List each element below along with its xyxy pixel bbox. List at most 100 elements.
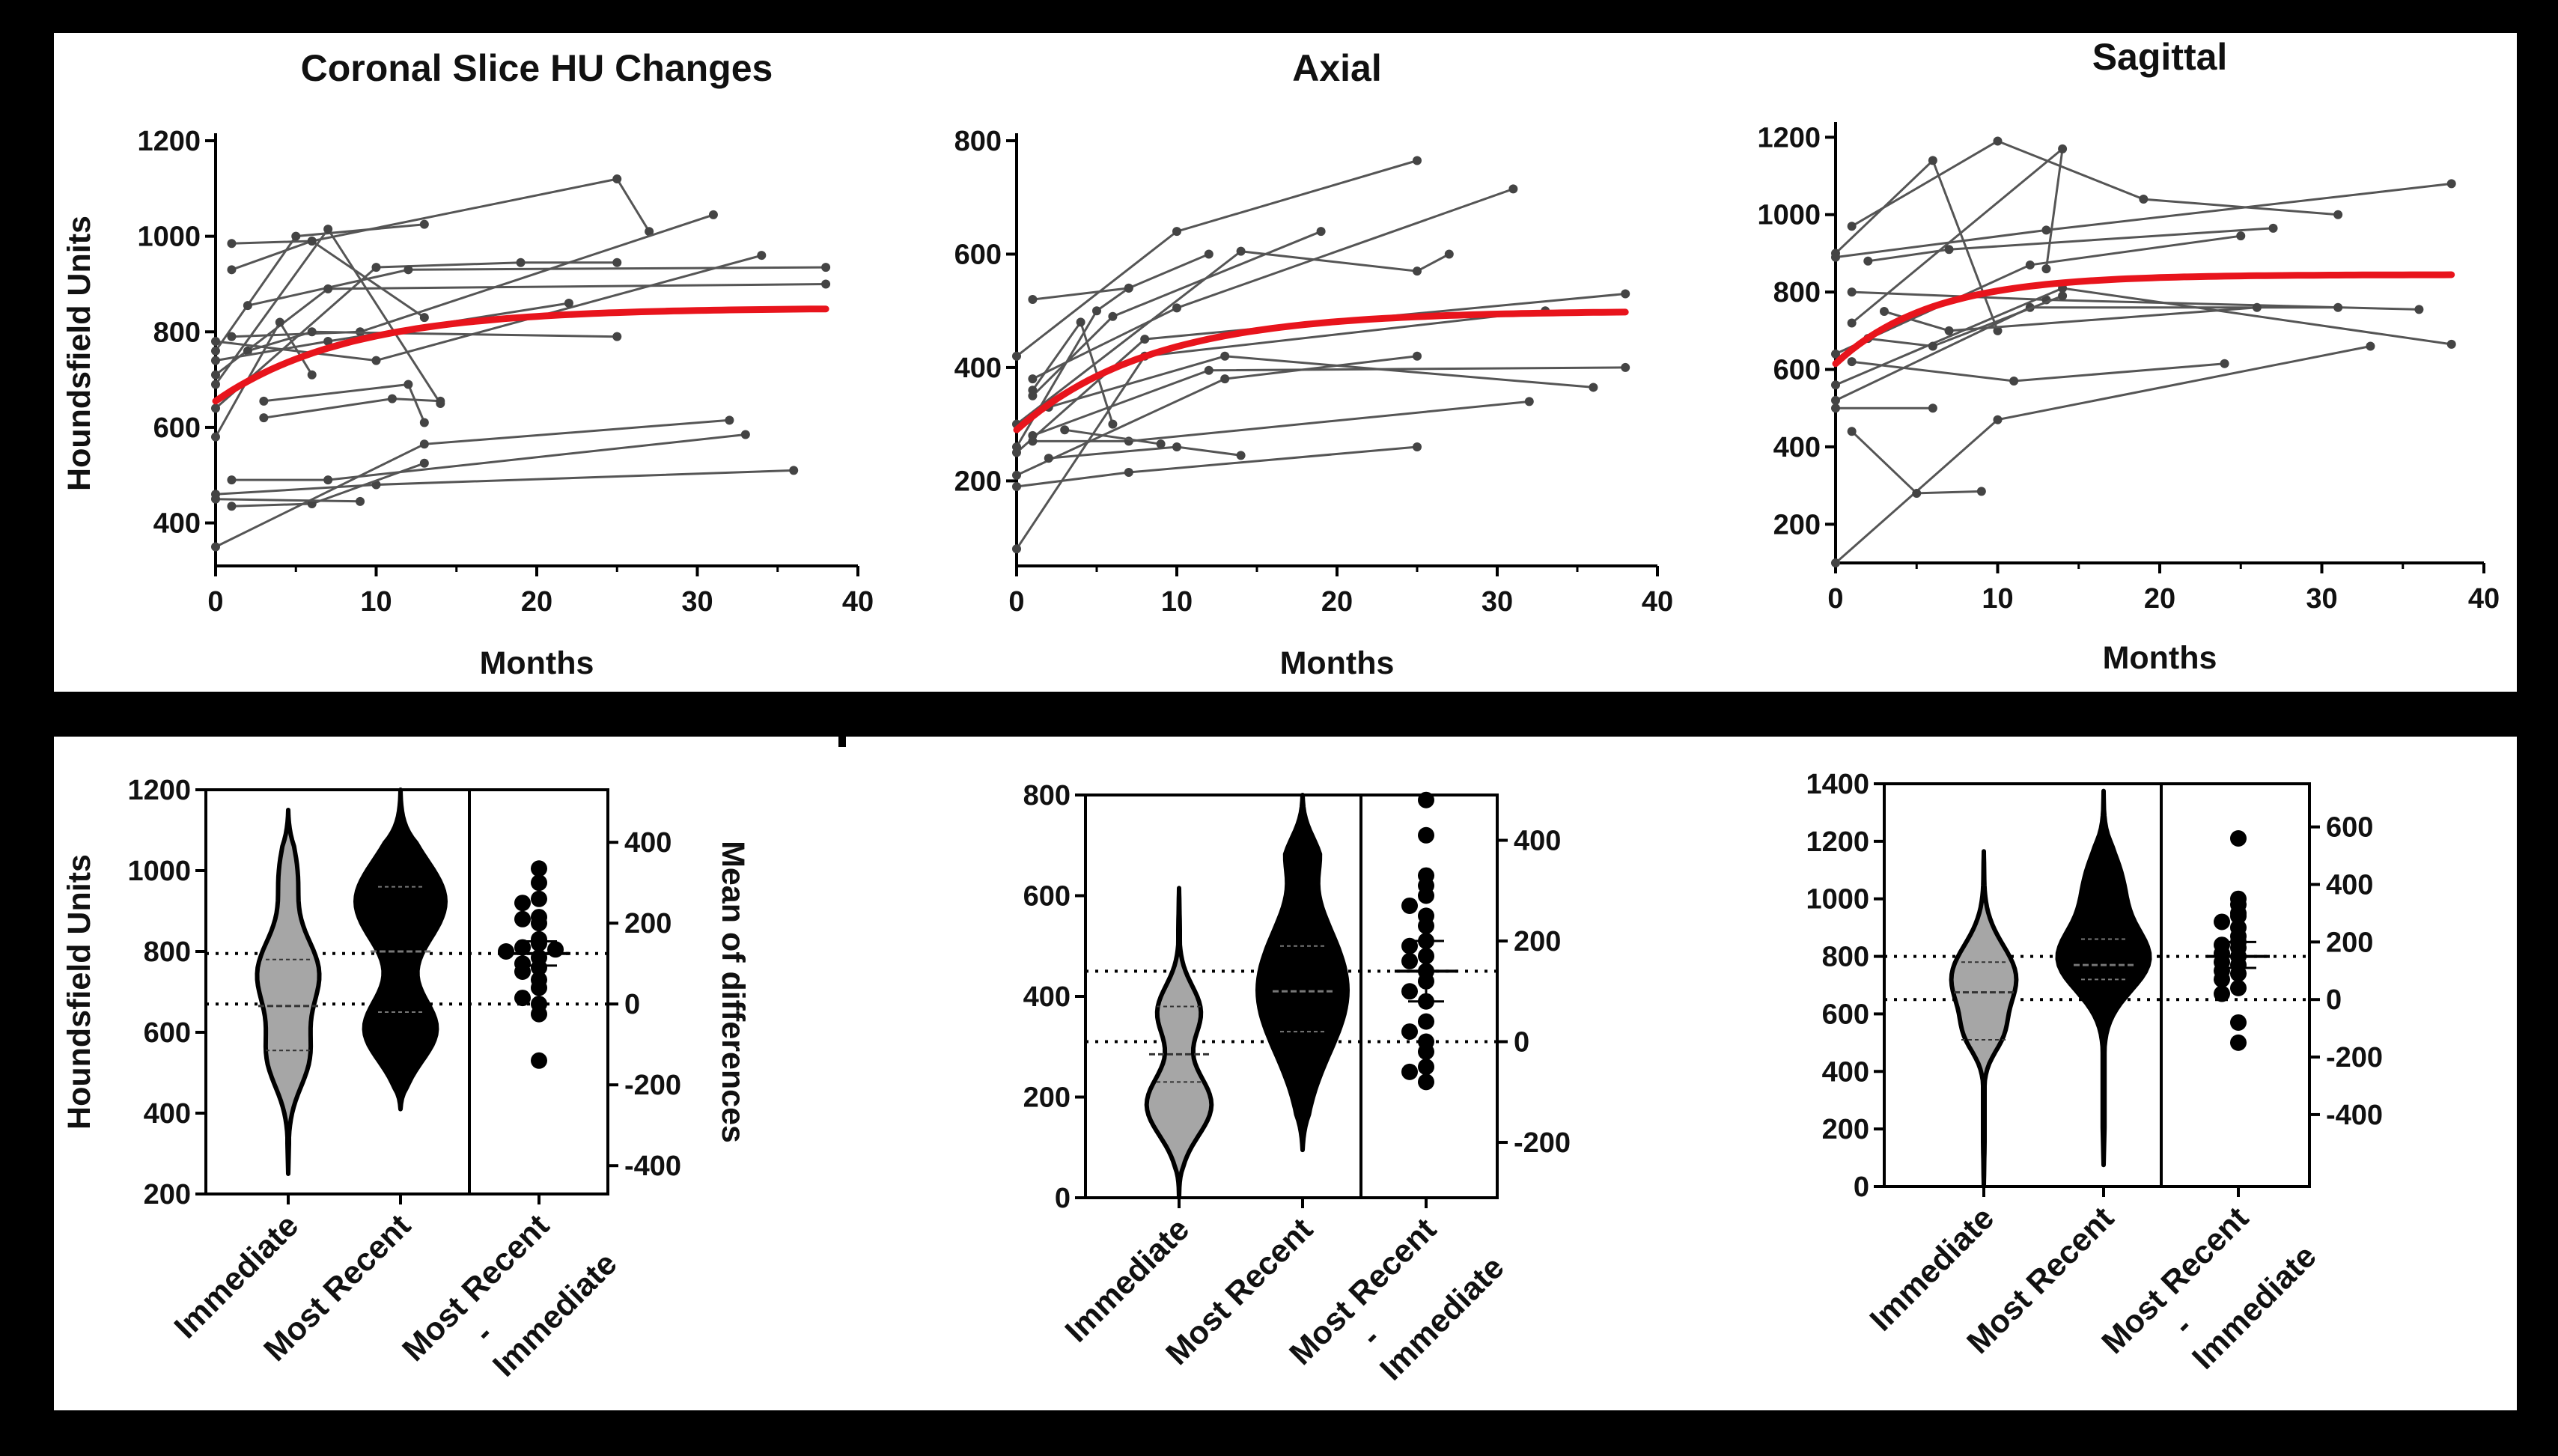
- y2-tick-label: 200: [624, 908, 672, 939]
- subject-point: [227, 502, 237, 511]
- subject-series: [1012, 246, 1454, 429]
- y-tick-label: 1200: [1757, 122, 1821, 153]
- subject-series: [259, 380, 429, 427]
- y2-tick-label: 200: [1514, 926, 1561, 957]
- subject-point: [307, 327, 317, 337]
- difference-point: [1401, 1063, 1418, 1080]
- subject-series: [1060, 425, 1166, 449]
- subject-series: [1028, 249, 1213, 305]
- subject-point: [323, 337, 333, 347]
- subject-point: [1108, 419, 1118, 429]
- subject-line: [231, 433, 746, 481]
- subject-point: [1831, 380, 1840, 390]
- y-tick-label: 1200: [127, 775, 191, 806]
- subject-point: [2058, 291, 2068, 301]
- subject-point: [1028, 374, 1038, 384]
- y-tick-label: 800: [1822, 942, 1869, 973]
- subject-point: [419, 219, 429, 229]
- subject-series: [211, 298, 573, 365]
- subject-line: [264, 397, 441, 419]
- category-label-line: Immediate: [1059, 1211, 1196, 1349]
- subject-series: [259, 394, 445, 423]
- subject-series: [227, 174, 654, 249]
- violin-most-recent: [1255, 793, 1350, 1153]
- y-tick-label: 200: [1773, 509, 1821, 540]
- subject-point: [1204, 365, 1213, 375]
- subject-point: [1172, 442, 1181, 451]
- subject-point: [821, 279, 831, 289]
- difference-point: [2230, 1034, 2247, 1051]
- subject-point: [1847, 222, 1857, 231]
- y-tick-label: 800: [954, 126, 1002, 157]
- subject-line: [1834, 158, 1999, 332]
- subject-point: [1172, 227, 1181, 237]
- subject-point: [211, 346, 220, 356]
- x-axis-label: Months: [1280, 645, 1395, 681]
- y-tick-label: 1000: [137, 222, 201, 253]
- subject-point: [2446, 339, 2456, 349]
- subject-point: [1012, 470, 1021, 480]
- subject-line: [215, 418, 730, 548]
- y-tick-label: 1200: [137, 126, 201, 157]
- difference-point: [531, 979, 547, 996]
- subject-line: [1851, 139, 2339, 228]
- subject-point: [1172, 303, 1181, 313]
- subject-point: [1847, 287, 1857, 297]
- y-tick-label: 200: [1023, 1082, 1071, 1114]
- fit-curve: [1013, 308, 1629, 433]
- subject-point: [323, 475, 333, 485]
- subject-point: [1236, 246, 1246, 256]
- subject-point: [1831, 349, 1840, 359]
- chart-title: Axial: [1292, 47, 1382, 89]
- subject-point: [1092, 306, 1101, 316]
- subject-series: [1012, 306, 1550, 554]
- subject-series: [1831, 403, 1937, 413]
- violin-immediate: [1949, 849, 2019, 1189]
- difference-point: [531, 874, 547, 892]
- subject-series: [211, 219, 429, 356]
- subject-point: [2041, 225, 2051, 235]
- subject-point: [1108, 311, 1118, 321]
- subject-point: [1847, 427, 1857, 436]
- category-label: Most Recent-Immediate: [2095, 1185, 2323, 1413]
- subject-series: [1012, 283, 1133, 451]
- subject-point: [243, 346, 252, 356]
- subject-point: [227, 265, 237, 275]
- subject-point: [211, 403, 220, 413]
- subject-series: [227, 430, 750, 485]
- category-label: Most Recent-Immediate: [395, 1192, 624, 1421]
- subject-point: [404, 265, 413, 275]
- subject-point: [275, 317, 284, 327]
- subject-line: [1032, 187, 1514, 380]
- y-tick-label: 600: [954, 239, 1002, 270]
- subject-point: [291, 231, 301, 241]
- subject-series: [243, 327, 622, 356]
- x-tick-label: 20: [1321, 586, 1353, 618]
- subject-point: [259, 413, 269, 423]
- subject-series: [1847, 136, 2343, 231]
- difference-point: [514, 939, 531, 956]
- subject-point: [419, 313, 429, 323]
- subject-point: [211, 337, 220, 347]
- difference-point: [1418, 1043, 1434, 1060]
- difference-point: [531, 959, 547, 976]
- chart-title: Coronal Slice HU Changes: [301, 47, 773, 89]
- x-tick-label: 0: [207, 586, 223, 618]
- subject-line: [264, 383, 426, 424]
- plot-frame: [1883, 782, 2311, 1188]
- x-tick-label: 0: [1008, 586, 1024, 618]
- y-axis-label: Houndsfield Units: [61, 216, 97, 491]
- y2-tick-label: -200: [624, 1070, 681, 1101]
- subject-point: [1847, 318, 1857, 328]
- y2-tick-label: -200: [2326, 1042, 2383, 1073]
- violin-most-recent: [353, 788, 448, 1112]
- difference-point: [2230, 830, 2247, 847]
- y-axis-label: Houndsfield Units: [61, 854, 97, 1130]
- category-label: Immediate: [1059, 1211, 1196, 1349]
- subject-line: [215, 469, 794, 496]
- x-tick-label: 40: [2468, 583, 2500, 615]
- y-tick-label: 0: [1055, 1183, 1071, 1214]
- subject-point: [612, 258, 622, 267]
- category-label-line: -: [2166, 1309, 2199, 1342]
- subject-point: [1028, 436, 1038, 446]
